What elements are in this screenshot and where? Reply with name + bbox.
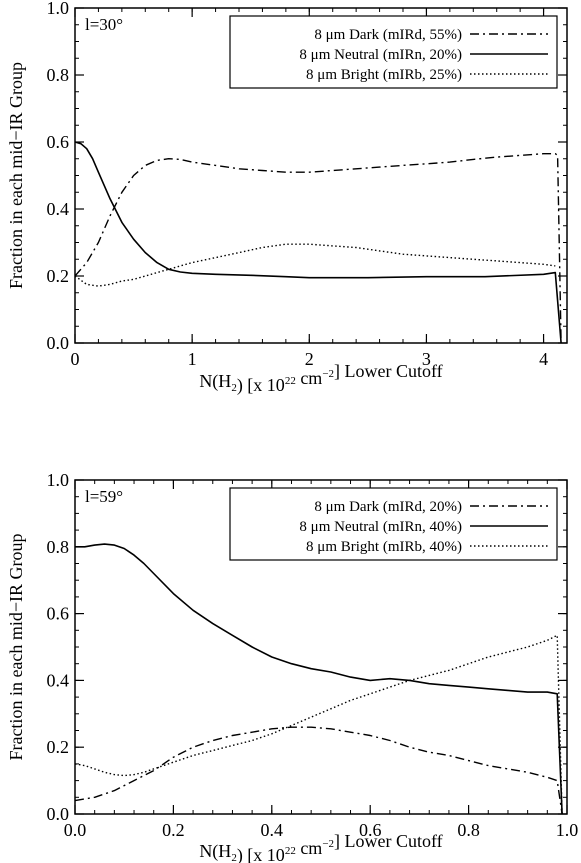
chart0-ytick-label: 0.2 (47, 266, 70, 286)
chart0-legend-label: 8 μm Neutral (mIRn, 20%) (299, 47, 462, 63)
chart1-ytick-label: 0.2 (47, 737, 70, 757)
chart1-legend-label: 8 μm Bright (mIRb, 40%) (306, 539, 462, 555)
axis-title-part: 22 (285, 375, 296, 387)
axis-title-part: ] Lower Cutoff (334, 361, 443, 381)
chart0-legend-label: 8 μm Bright (mIRb, 25%) (306, 67, 462, 83)
axis-title-part: N(H (199, 371, 231, 392)
chart1-legend-box (229, 487, 558, 561)
chart0-legend-box (229, 15, 558, 89)
chart1-xtick-label: 1.0 (556, 820, 579, 840)
chart0-series-solid-line (74, 141, 562, 344)
chart1-xtick-label: 0.4 (261, 820, 284, 840)
chart1-ytick-label: 0.6 (47, 604, 70, 624)
axis-title-part: cm (296, 838, 323, 858)
chart1-xtick-label: 0.0 (64, 820, 87, 840)
chart1-ytick-label: 0.8 (47, 537, 70, 557)
axis-title-part: ) [x 10 (237, 845, 285, 863)
chart1-xtick-label: 0.8 (457, 820, 480, 840)
chart-panel-top: 0 1 2 3 40.00.20.40.60.81.0N(H2) [x 1022 cm−… (6, 0, 568, 396)
axis-title-part: ) [x 10 (237, 375, 285, 396)
axis-title-part: 22 (285, 845, 296, 857)
axis-title-part: N(H (199, 841, 231, 862)
chart1-panel-label: l=59° (85, 487, 123, 506)
axis-title-part: 2 (231, 852, 237, 863)
chart0-y-axis-title: Fraction in each mid−IR Group (6, 62, 26, 289)
chart1-series-solid-line (75, 543, 563, 815)
chart0-series-dashdot-line (74, 152, 562, 344)
chart0-xtick-label: 0 (71, 349, 80, 369)
chart0-xtick-label: 4 (539, 349, 548, 369)
chart1-legend-label: 8 μm Dark (mIRd, 20%) (314, 499, 462, 515)
chart0-ytick-label: 0.8 (47, 65, 70, 85)
axis-title-part: −2 (322, 368, 334, 380)
chart0-ytick-label: 1.0 (47, 0, 70, 18)
chart1-y-axis-title: Fraction in each mid−IR Group (6, 533, 26, 760)
chart0-x-axis-title: N(H2) [x 1022 cm−2] Lower Cutoff (199, 361, 442, 396)
chart0-ytick-label: 0.0 (47, 333, 70, 353)
chart1-legend-label: 8 μm Neutral (mIRn, 40%) (299, 519, 462, 535)
chart0-xtick-label: 1 (188, 349, 197, 369)
chart1-ytick-label: 0.4 (47, 670, 70, 690)
chart1-x-axis-title: N(H2) [x 1022 cm−2] Lower Cutoff (199, 831, 442, 863)
axis-title-part: 2 (231, 382, 237, 394)
chart0-xtick-label: 2 (305, 349, 314, 369)
axis-title-part: ] Lower Cutoff (334, 831, 443, 851)
chart0-legend-label: 8 μm Dark (mIRd, 55%) (314, 27, 462, 43)
chart0-series-dotted-line (74, 243, 556, 287)
chart1-series-dashdot-line (74, 726, 563, 815)
chart0-xtick-label: 3 (422, 349, 431, 369)
chart0-ytick-label: 0.6 (47, 132, 70, 152)
chart1-ytick-label: 0.0 (47, 804, 70, 824)
chart1-xtick-label: 0.6 (359, 820, 382, 840)
chart0-ytick-label: 0.4 (47, 199, 70, 219)
axis-title-part: −2 (322, 838, 334, 850)
chart-panel-bottom: 0.0 0.2 0.4 0.6 0.8 1.00.00.20.40.60.81.0N(H2… (6, 470, 578, 863)
axis-title-part: cm (296, 368, 323, 388)
chart0-panel-label: l=30° (85, 15, 123, 34)
chart1-ytick-label: 1.0 (47, 470, 70, 490)
chart1-xtick-label: 0.2 (162, 820, 185, 840)
chart1-series-dotted-line (74, 634, 563, 815)
